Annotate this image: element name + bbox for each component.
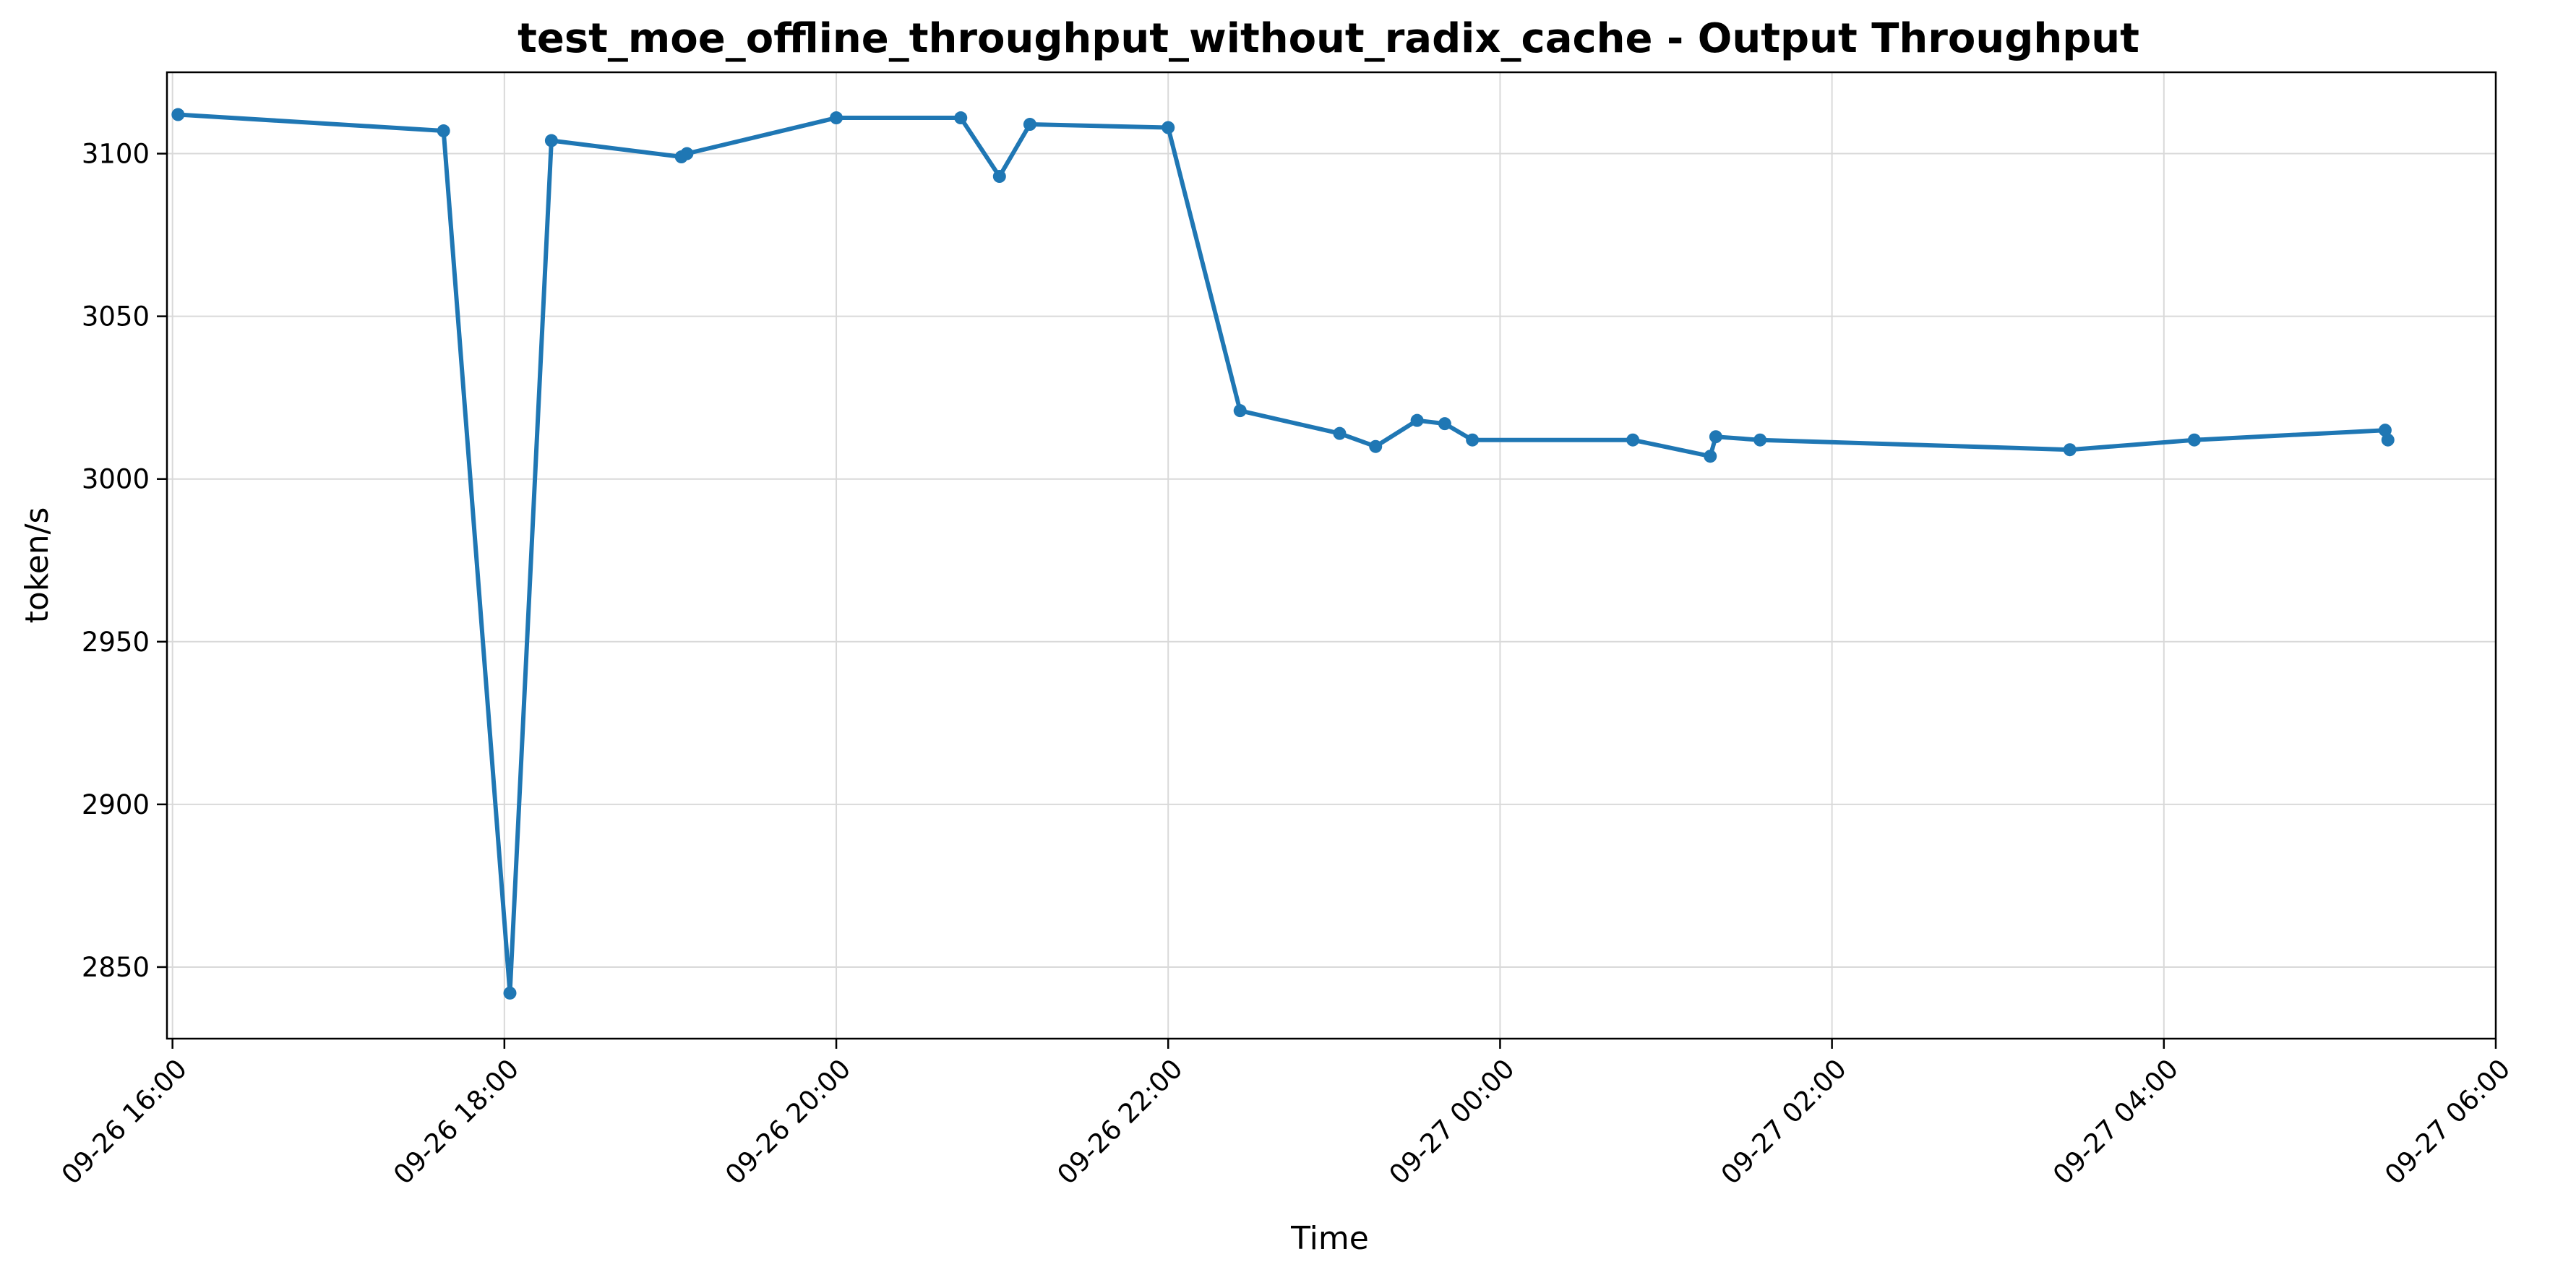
data-point: [544, 134, 558, 147]
data-point: [2381, 433, 2395, 447]
data-point: [503, 986, 517, 1000]
series-layer: [171, 108, 2395, 1000]
data-point: [171, 108, 185, 121]
data-point: [1369, 439, 1383, 453]
data-point: [1753, 433, 1767, 447]
data-point: [1410, 413, 1424, 427]
data-point: [1233, 404, 1247, 418]
plot-frame: [166, 71, 2497, 1040]
data-point: [437, 124, 450, 138]
data-point: [680, 147, 694, 160]
y-tick-label: 2950: [82, 627, 150, 658]
chart-title: test_moe_offline_throughput_without_radi…: [518, 15, 2139, 62]
data-point: [1626, 433, 1640, 447]
data-point: [1709, 430, 1722, 444]
data-point: [1162, 121, 1175, 134]
x-axis-label: Time: [1290, 1220, 1369, 1257]
y-tick-label: 2850: [82, 952, 150, 983]
data-point: [1438, 417, 1451, 431]
data-point: [830, 111, 843, 125]
data-point: [2187, 433, 2201, 447]
data-point: [992, 170, 1006, 184]
data-point: [1704, 450, 1717, 463]
y-tick-label: 3000: [82, 464, 150, 495]
grid: [167, 72, 2496, 1039]
data-point: [2063, 443, 2077, 457]
y-tick-label: 2900: [82, 789, 150, 820]
data-point: [2378, 424, 2392, 437]
y-axis-label: token/s: [19, 507, 56, 624]
y-tick-label: 3050: [82, 301, 150, 332]
y-tick-label: 3100: [82, 139, 150, 170]
data-point: [954, 111, 968, 125]
data-point: [1466, 433, 1480, 447]
data-point: [1023, 118, 1036, 132]
data-point: [1333, 426, 1347, 440]
